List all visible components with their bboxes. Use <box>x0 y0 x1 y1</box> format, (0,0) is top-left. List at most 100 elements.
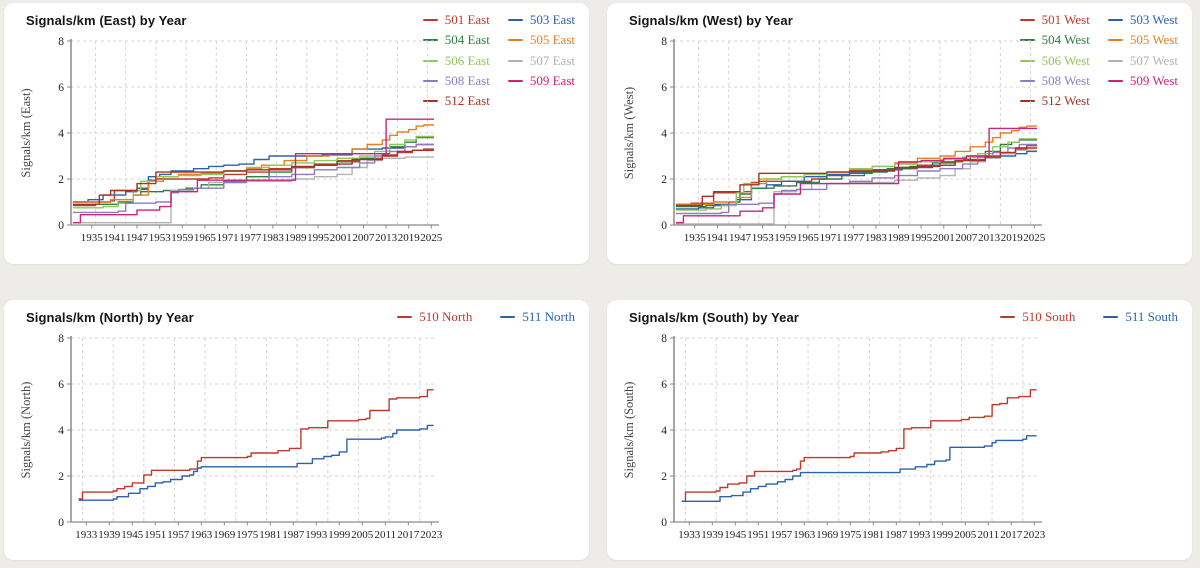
svg-text:1935: 1935 <box>81 232 104 244</box>
legend-line-swatch <box>1000 315 1016 318</box>
svg-text:2: 2 <box>661 470 667 482</box>
svg-text:1977: 1977 <box>842 232 865 244</box>
series-line <box>72 149 434 205</box>
svg-text:1933: 1933 <box>678 529 701 541</box>
legend-item[interactable]: 504 East <box>422 32 490 48</box>
legend-item[interactable]: 512 West <box>1019 93 1090 109</box>
svg-text:2019: 2019 <box>1001 232 1024 244</box>
svg-text:1971: 1971 <box>820 232 842 244</box>
svg-text:1951: 1951 <box>747 529 769 541</box>
legend-item[interactable]: 503 West <box>1107 12 1178 28</box>
legend-label: 504 East <box>444 32 490 48</box>
legend-item[interactable]: 509 West <box>1107 72 1178 89</box>
svg-text:2013: 2013 <box>375 232 398 244</box>
legend-label: 505 West <box>1129 32 1178 48</box>
svg-text:0: 0 <box>58 220 64 232</box>
legend-item[interactable]: 507 West <box>1107 52 1178 69</box>
legend-item[interactable]: 503 East <box>507 12 575 28</box>
series-line <box>675 125 1037 205</box>
svg-text:8: 8 <box>58 332 64 344</box>
svg-text:2011: 2011 <box>978 529 1000 541</box>
y-axis-label: Signals/km (East) <box>19 88 33 177</box>
series-line <box>78 388 434 500</box>
svg-text:1935: 1935 <box>684 232 707 244</box>
legend-label: 501 East <box>444 12 490 27</box>
svg-text:6: 6 <box>661 82 667 94</box>
legend-item[interactable]: 510 South <box>1000 309 1075 325</box>
legend-item[interactable]: 508 West <box>1019 73 1090 89</box>
series-line <box>72 148 434 203</box>
legend-label: 507 West <box>1129 52 1178 68</box>
legend-item[interactable]: 505 West <box>1107 32 1178 48</box>
svg-text:1963: 1963 <box>190 529 213 541</box>
legend-item[interactable]: 506 West <box>1019 53 1090 69</box>
svg-text:1983: 1983 <box>262 232 285 244</box>
legend-line-swatch <box>422 39 438 42</box>
svg-text:1995: 1995 <box>910 232 933 244</box>
legend-item[interactable]: 504 West <box>1019 32 1090 48</box>
svg-text:1957: 1957 <box>167 529 190 541</box>
svg-text:0: 0 <box>661 516 667 528</box>
svg-text:2005: 2005 <box>954 529 977 541</box>
legend-line-swatch <box>507 39 523 42</box>
svg-text:1939: 1939 <box>98 529 121 541</box>
chart-card-west: Signals/km (West) by Year 501 West 503 We… <box>607 3 1192 264</box>
svg-text:2005: 2005 <box>351 529 374 541</box>
chart-title-west: Signals/km (West) by Year <box>629 13 793 28</box>
chart-card-east: Signals/km (East) by Year 501 East 503 Ea… <box>4 3 589 264</box>
svg-text:1933: 1933 <box>75 529 98 541</box>
legend-label: 510 South <box>1022 308 1076 324</box>
svg-text:2001: 2001 <box>933 232 955 244</box>
legend-item[interactable]: 508 East <box>422 72 490 89</box>
svg-text:1959: 1959 <box>774 232 797 244</box>
legend-item[interactable]: 511 South <box>1103 309 1178 325</box>
svg-text:1965: 1965 <box>797 232 820 244</box>
svg-text:2017: 2017 <box>397 529 420 541</box>
legend-item[interactable]: 509 East <box>507 72 575 89</box>
legend-label: 507 East <box>529 52 575 68</box>
svg-text:1947: 1947 <box>126 232 149 244</box>
svg-text:2: 2 <box>58 174 64 186</box>
legend-item[interactable]: 501 West <box>1019 12 1090 28</box>
legend-item[interactable]: 507 East <box>507 52 575 69</box>
legend-label: 509 East <box>529 72 575 88</box>
legend-label: 512 East <box>444 93 490 108</box>
legend-item[interactable]: 506 East <box>422 53 490 69</box>
svg-text:1953: 1953 <box>149 232 172 244</box>
svg-text:4: 4 <box>58 128 64 140</box>
svg-text:6: 6 <box>58 82 64 94</box>
svg-text:4: 4 <box>661 128 667 140</box>
legend-line-swatch <box>507 59 523 62</box>
svg-text:1947: 1947 <box>729 232 752 244</box>
legend-label: 508 East <box>444 72 490 88</box>
series-line <box>675 127 1037 224</box>
legend-line-swatch <box>507 79 523 82</box>
legend-label: 505 East <box>529 32 575 48</box>
chart-title-east: Signals/km (East) by Year <box>26 13 187 28</box>
svg-text:2013: 2013 <box>978 232 1001 244</box>
svg-text:0: 0 <box>661 220 667 232</box>
svg-text:1969: 1969 <box>816 529 839 541</box>
svg-text:2019: 2019 <box>398 232 421 244</box>
series-line <box>675 138 1037 211</box>
legend-line-swatch <box>1019 100 1035 103</box>
legend-label: 509 West <box>1129 72 1178 88</box>
chart-card-north: Signals/km (North) by Year 510 North 511 … <box>4 299 589 560</box>
legend-item[interactable]: 510 North <box>397 309 472 325</box>
legend-item[interactable]: 505 East <box>507 32 575 48</box>
svg-text:1975: 1975 <box>839 529 862 541</box>
svg-text:1981: 1981 <box>862 529 884 541</box>
svg-text:1995: 1995 <box>307 232 330 244</box>
svg-text:2025: 2025 <box>420 232 443 244</box>
svg-text:2: 2 <box>661 174 667 186</box>
series-line <box>72 143 434 203</box>
svg-text:2025: 2025 <box>1023 232 1046 244</box>
svg-text:1939: 1939 <box>701 529 724 541</box>
legend-item[interactable]: 511 North <box>500 309 575 325</box>
legend-item[interactable]: 501 East <box>422 12 490 28</box>
legend-item[interactable]: 512 East <box>422 93 490 109</box>
